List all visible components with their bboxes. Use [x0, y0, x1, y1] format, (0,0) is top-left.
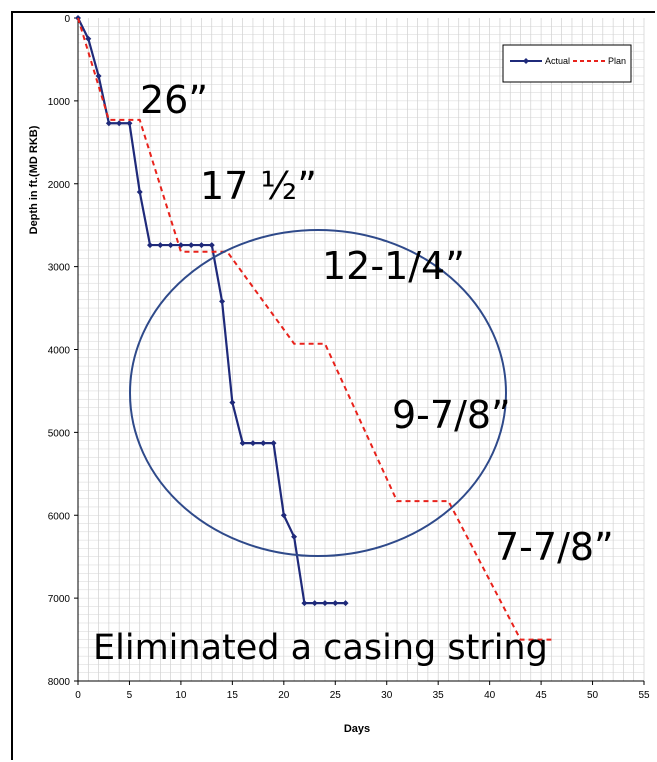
y-tick-label: 7000 — [48, 594, 71, 605]
series-actual-point — [147, 242, 154, 249]
series-actual-point — [85, 35, 92, 42]
grid-layer — [78, 18, 645, 681]
y-tick-label: 8000 — [48, 677, 71, 688]
x-axis-title: Days — [344, 723, 370, 735]
x-tick-label: 5 — [127, 690, 133, 701]
series-actual-point — [167, 242, 174, 249]
series-actual-point — [219, 298, 226, 305]
series-actual-point — [311, 600, 318, 607]
series-actual-point — [116, 120, 123, 127]
series-actual-point — [260, 440, 267, 447]
series-actual-point — [188, 242, 195, 249]
x-tick-label: 15 — [227, 690, 239, 701]
legend-box — [502, 44, 632, 83]
series-actual-point — [198, 242, 205, 249]
x-tick-labels: 0 5 10 15 20 25 30 35 40 45 50 55 — [75, 681, 650, 701]
annotation-eliminated-casing: Eliminated a casing string — [93, 628, 548, 668]
y-tick-label: 3000 — [48, 263, 71, 274]
x-tick-label: 55 — [638, 690, 650, 701]
x-tick-label: 30 — [381, 690, 393, 701]
y-tick-labels: 0 1000 2000 3000 4000 5000 6000 7000 8000 — [48, 14, 78, 688]
series-actual-point — [342, 600, 349, 607]
series-actual-point — [229, 399, 236, 406]
highlight-circle — [129, 229, 507, 557]
x-tick-label: 10 — [175, 690, 187, 701]
annotation-7-7-8: 7-7/8” — [495, 525, 614, 569]
x-tick-label: 45 — [536, 690, 548, 701]
x-tick-label: 35 — [433, 690, 445, 701]
series-actual-point — [157, 242, 164, 249]
legend-actual-label: Actual — [545, 56, 570, 66]
chart-frame — [11, 11, 655, 760]
series-actual-point — [332, 600, 339, 607]
series-actual-point — [270, 440, 277, 447]
annotation-12-1-4: 12-1/4” — [322, 244, 465, 288]
series-actual-point — [321, 600, 328, 607]
x-tick-label: 40 — [484, 690, 496, 701]
y-tick-label: 6000 — [48, 511, 71, 522]
legend-actual-marker — [523, 58, 529, 64]
series-actual-point — [208, 242, 215, 249]
y-tick-label: 0 — [64, 14, 70, 25]
x-tick-label: 50 — [587, 690, 599, 701]
annotation-26: 26” — [140, 78, 208, 122]
y-tick-label: 5000 — [48, 428, 71, 439]
y-tick-label: 4000 — [48, 346, 71, 357]
x-tick-label: 25 — [330, 690, 342, 701]
series-layer — [75, 15, 552, 641]
series-actual-point — [136, 189, 143, 196]
x-tick-label: 20 — [278, 690, 290, 701]
series-plan-line — [77, 17, 552, 641]
series-actual-point — [280, 512, 287, 519]
annotation-9-7-8: 9-7/8” — [392, 393, 511, 437]
series-actual-point — [301, 600, 308, 607]
y-tick-label: 2000 — [48, 180, 71, 191]
series-actual-point — [126, 120, 133, 127]
legend: Actual Plan — [502, 44, 632, 83]
series-actual-point — [95, 73, 102, 80]
series-actual-point — [105, 120, 112, 127]
legend-plan-label: Plan — [608, 56, 626, 66]
series-actual-point — [239, 440, 246, 447]
y-axis-title: Depth in ft.(MD RKB) — [28, 125, 40, 234]
annotation-17-half: 17 ½” — [200, 164, 317, 208]
x-tick-label: 0 — [75, 690, 81, 701]
series-actual-point — [291, 533, 298, 540]
series-actual-point — [249, 440, 256, 447]
y-tick-label: 1000 — [48, 97, 71, 108]
